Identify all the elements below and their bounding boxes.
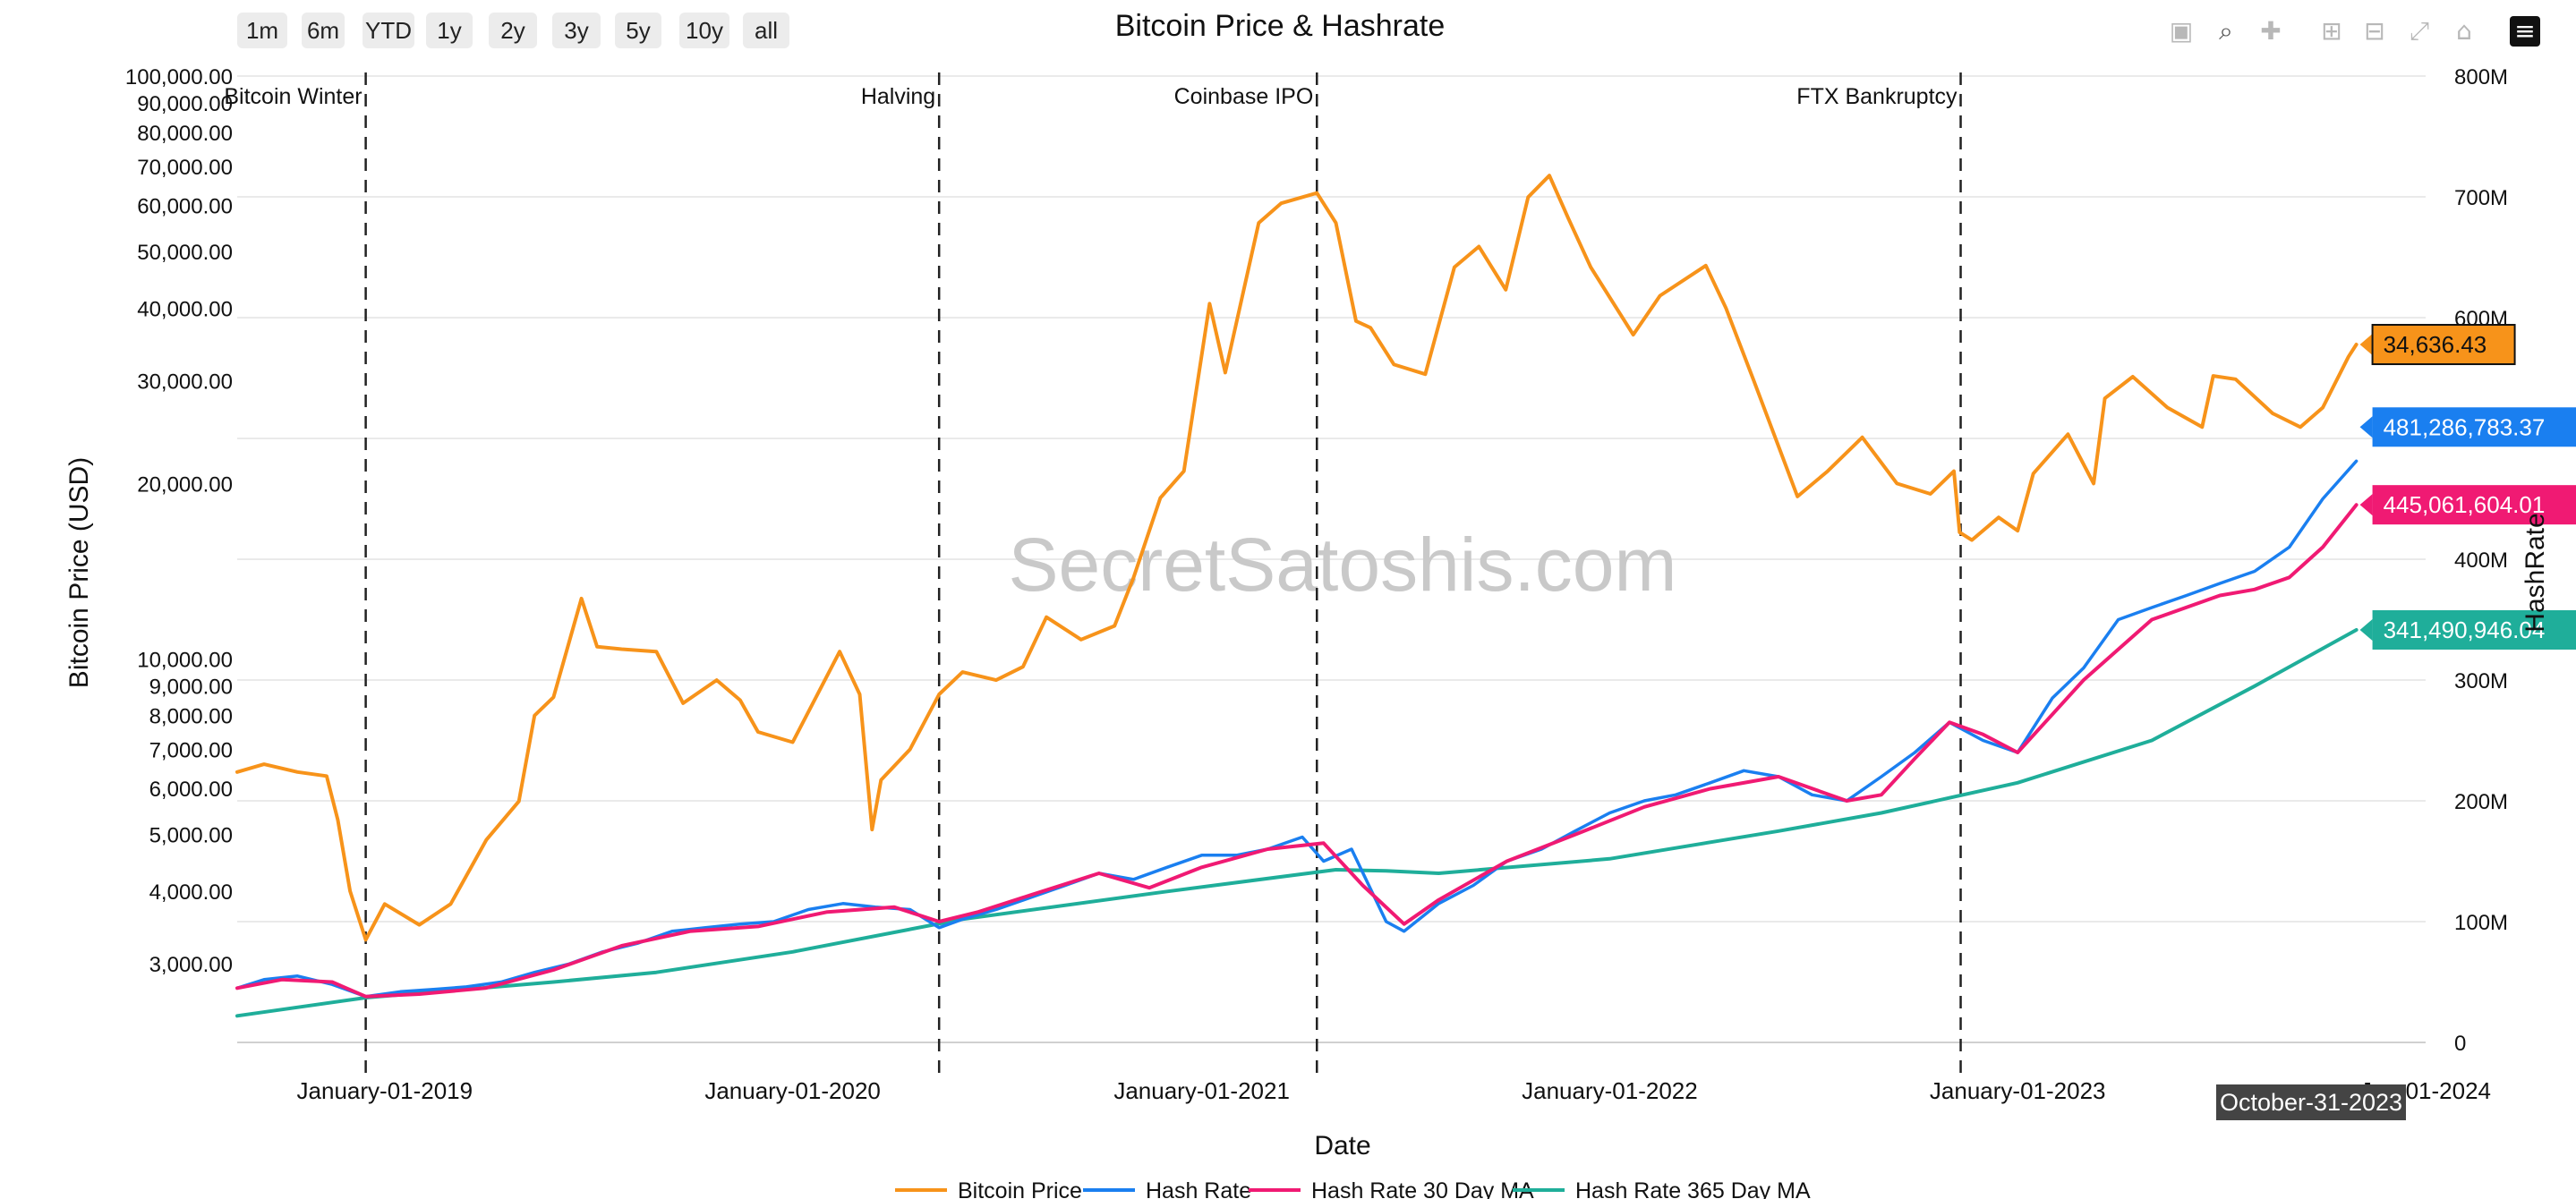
range-button-ytd[interactable]: YTD bbox=[363, 13, 414, 48]
range-button-3y[interactable]: 3y bbox=[552, 13, 601, 48]
legend-label: Hash Rate 365 Day MA bbox=[1575, 1178, 1811, 1199]
x-axis-ticks: January-01-2019 January-01-2020 January-01… bbox=[297, 1077, 2491, 1104]
x-tick-label: January-01-2023 bbox=[1930, 1077, 2106, 1104]
y-tick-label: 100,000.00 bbox=[125, 65, 233, 89]
legend: Bitcoin Price Hash Rate Hash Rate 30 Day M… bbox=[895, 1178, 1811, 1199]
x-tick-label: January-01-2020 bbox=[704, 1077, 881, 1104]
y-tick-label: 10,000.00 bbox=[137, 649, 233, 673]
watermark: SecretSatoshis.com bbox=[1009, 523, 1677, 607]
hover-date-text: October-31-2023 bbox=[2220, 1089, 2402, 1116]
y2-tick-label: 800M bbox=[2454, 65, 2508, 89]
end-label-pointer bbox=[2359, 494, 2373, 516]
y-tick-label: 60,000.00 bbox=[137, 195, 233, 219]
zoom-out-icon[interactable]: ⊟ bbox=[2364, 16, 2385, 46]
end-label-box bbox=[2372, 609, 2576, 650]
y2-tick-label: 200M bbox=[2454, 790, 2508, 814]
end-value-labels: 34,636.43 481,286,783.37 445,061,604.01 341… bbox=[2359, 324, 2576, 650]
x-axis-title: Date bbox=[1314, 1131, 1370, 1161]
plotly-logo-icon[interactable]: ≡ bbox=[2510, 16, 2540, 47]
y-tick-label: 4,000.00 bbox=[149, 880, 233, 905]
end-label-text: 341,490,946.04 bbox=[2384, 617, 2546, 643]
y-tick-label: 8,000.00 bbox=[149, 705, 233, 729]
end-label-pointer bbox=[2359, 618, 2373, 641]
y-tick-label: 40,000.00 bbox=[137, 297, 233, 321]
y-axis-left-title: Bitcoin Price (USD) bbox=[64, 457, 94, 688]
y2-tick-label: 400M bbox=[2454, 548, 2508, 573]
event-markers: Bitcoin Winter Halving Coinbase IPO FTX Ban… bbox=[224, 72, 1962, 1081]
autoscale-icon[interactable]: ⤢ bbox=[2409, 16, 2430, 46]
x-tick-label: January-01-2019 bbox=[297, 1077, 473, 1104]
range-button-2y[interactable]: 2y bbox=[489, 13, 537, 48]
end-label-pointer bbox=[2359, 334, 2373, 356]
event-label: Coinbase IPO bbox=[1174, 84, 1314, 109]
end-label-box bbox=[2371, 324, 2516, 366]
legend-label: Hash Rate 30 Day MA bbox=[1311, 1178, 1534, 1199]
range-button-all[interactable]: all bbox=[743, 13, 789, 48]
event-label: Bitcoin Winter bbox=[224, 84, 362, 109]
camera-icon[interactable]: ▣ bbox=[2169, 16, 2194, 46]
y-tick-label: 50,000.00 bbox=[137, 241, 233, 265]
y-tick-label: 5,000.00 bbox=[149, 824, 233, 848]
series-line-hash-rate-365-day-ma bbox=[235, 628, 2358, 1018]
y2-tick-label: 700M bbox=[2454, 186, 2508, 210]
range-button-1y[interactable]: 1y bbox=[426, 13, 473, 48]
y-axis-left-ticks: 3,000.00 4,000.00 5,000.00 6,000.00 7,000.00… bbox=[125, 65, 233, 977]
y-tick-label: 20,000.00 bbox=[137, 472, 233, 497]
x-tick-label: January-01-2021 bbox=[1113, 1077, 1290, 1104]
y-tick-label: 90,000.00 bbox=[137, 92, 233, 116]
series-layer bbox=[235, 174, 2358, 1018]
gridlines bbox=[237, 75, 2426, 1043]
legend-label: Hash Rate bbox=[1146, 1178, 1251, 1199]
range-button-6m[interactable]: 6m bbox=[302, 13, 345, 48]
end-label-text: 34,636.43 bbox=[2384, 331, 2487, 358]
reset-axes-icon[interactable]: ⌂ bbox=[2456, 16, 2472, 46]
y2-tick-label: 0 bbox=[2454, 1032, 2466, 1056]
end-label-box bbox=[2372, 407, 2576, 447]
chart-title: Bitcoin Price & Hashrate bbox=[1115, 9, 1446, 43]
range-button-10y[interactable]: 10y bbox=[679, 13, 729, 48]
event-label: Halving bbox=[861, 84, 935, 109]
y-tick-label: 6,000.00 bbox=[149, 778, 233, 802]
end-label-text: 445,061,604.01 bbox=[2384, 491, 2546, 518]
y2-tick-label: 100M bbox=[2454, 911, 2508, 935]
y-tick-label: 70,000.00 bbox=[137, 156, 233, 180]
x-tick-label: January-01-2022 bbox=[1522, 1077, 1698, 1104]
range-button-1m[interactable]: 1m bbox=[237, 13, 287, 48]
y-axis-right-ticks: 0100M200M300M400M500M600M700M800M bbox=[2454, 65, 2508, 1056]
y-tick-label: 7,000.00 bbox=[149, 738, 233, 762]
y2-tick-label: 300M bbox=[2454, 669, 2508, 693]
range-button-5y[interactable]: 5y bbox=[615, 13, 661, 48]
y-tick-label: 80,000.00 bbox=[137, 122, 233, 146]
hover-date-label: October-31-2023 bbox=[2216, 1084, 2406, 1120]
pan-icon[interactable]: ✚ bbox=[2260, 16, 2282, 46]
y-tick-label: 9,000.00 bbox=[149, 675, 233, 699]
zoom-in-icon[interactable]: ⊞ bbox=[2321, 16, 2342, 46]
series-line-bitcoin-price bbox=[235, 174, 2358, 942]
end-label-box bbox=[2372, 485, 2576, 525]
y-tick-label: 30,000.00 bbox=[137, 370, 233, 395]
y-tick-label: 3,000.00 bbox=[149, 953, 233, 977]
legend-label: Bitcoin Price bbox=[958, 1178, 1082, 1199]
end-label-text: 481,286,783.37 bbox=[2384, 413, 2546, 440]
zoom-icon[interactable]: ⌕ bbox=[2219, 16, 2233, 46]
series-line-hash-rate-30-day-ma bbox=[235, 503, 2358, 999]
y-axis-right-title: HashRate bbox=[2521, 513, 2550, 632]
event-label: FTX Bankruptcy bbox=[1796, 84, 1958, 109]
end-label-pointer bbox=[2359, 416, 2373, 438]
